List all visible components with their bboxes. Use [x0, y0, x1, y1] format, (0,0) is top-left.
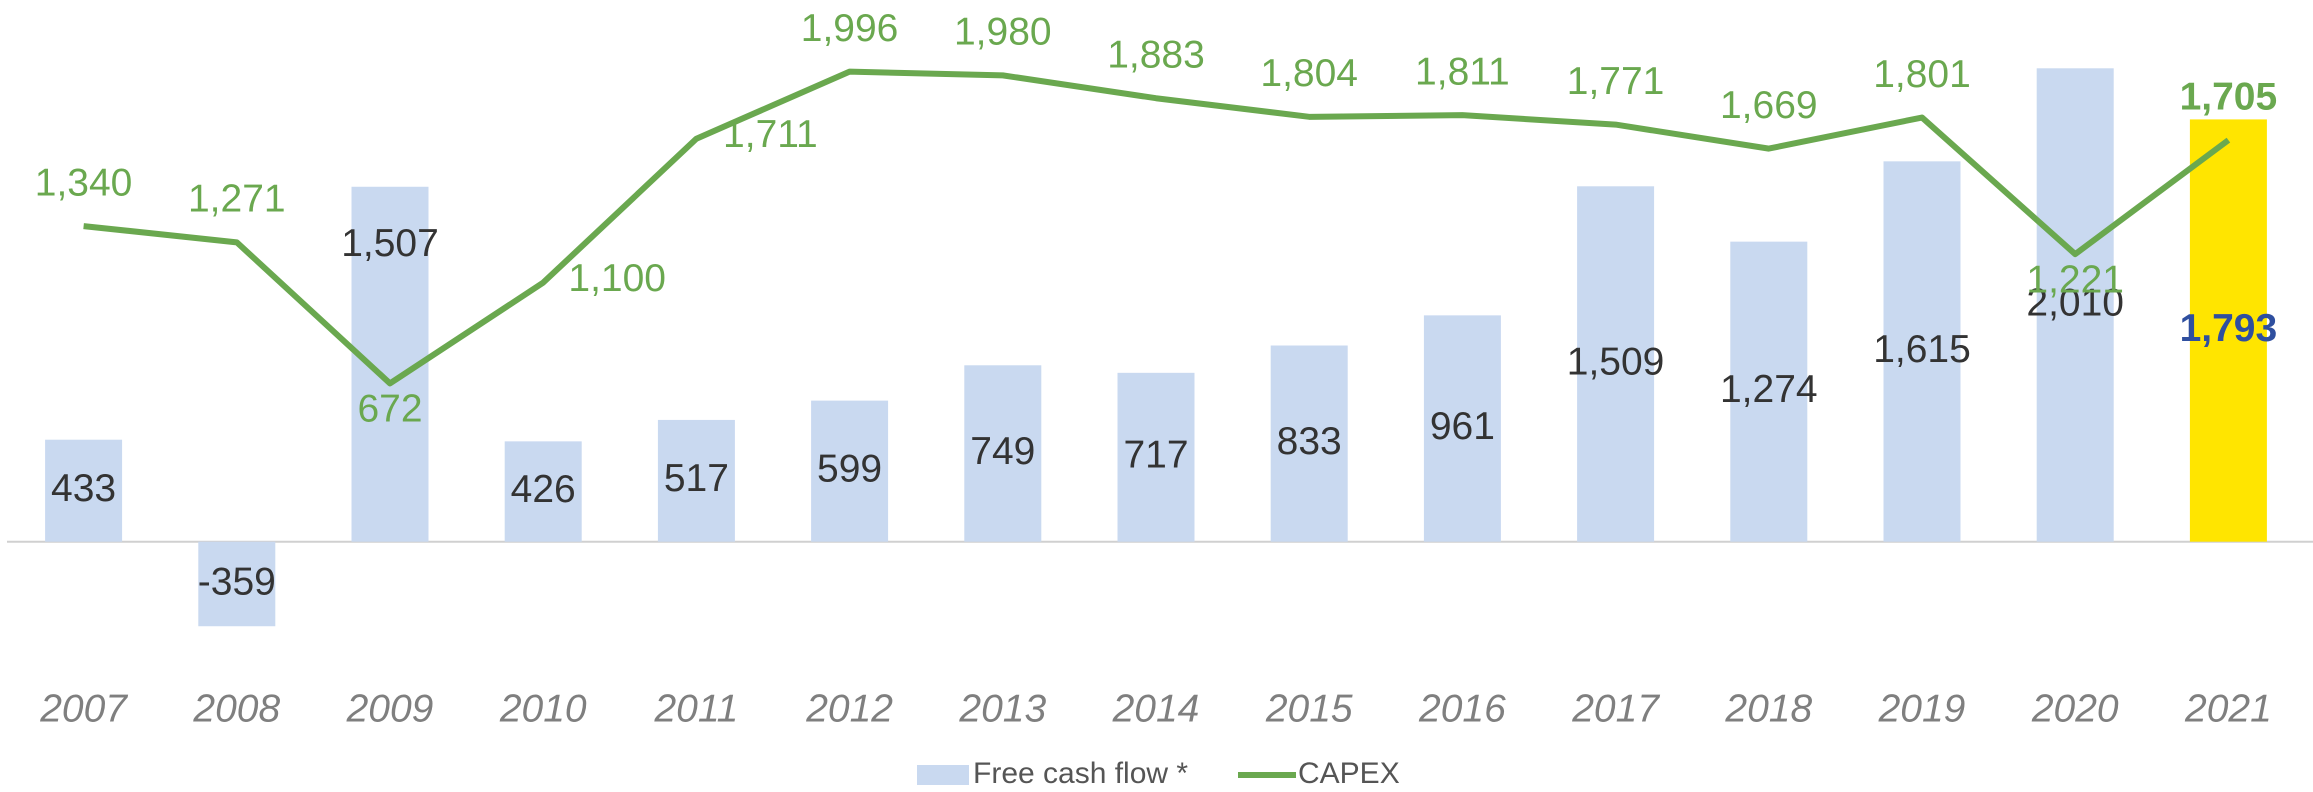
x-tick-label: 2020 — [2031, 687, 2119, 730]
bar — [1730, 241, 1808, 542]
line-value-label: 1,980 — [954, 11, 1052, 54]
line-value-label: 1,705 — [2180, 75, 2278, 118]
legend-label: CAPEX — [1298, 757, 1400, 790]
legend-swatch — [917, 765, 969, 785]
bar — [964, 365, 1042, 542]
line-value-label: 1,801 — [1873, 53, 1971, 96]
bar — [504, 441, 582, 542]
bar — [811, 400, 889, 542]
bar — [198, 541, 276, 627]
bar-value-label: 833 — [1277, 420, 1342, 463]
x-tick-label: 2008 — [192, 687, 280, 730]
bar — [1270, 345, 1348, 542]
bar — [657, 419, 735, 542]
line-value-label: 1,771 — [1567, 60, 1665, 103]
bar — [1577, 186, 1655, 542]
bar-value-label: 517 — [664, 457, 729, 500]
x-tick-label: 2011 — [653, 687, 738, 730]
bar-value-label: 1,509 — [1567, 340, 1665, 383]
x-tick-label: 2017 — [1571, 687, 1660, 730]
line-value-label: 1,669 — [1720, 84, 1818, 127]
line-value-label: 1,996 — [801, 7, 899, 50]
x-tick-label: 2016 — [1418, 687, 1506, 730]
bar-value-label: 1,615 — [1873, 328, 1971, 371]
x-tick-label: 2012 — [805, 687, 893, 730]
legend-label: Free cash flow * — [973, 757, 1188, 790]
bar — [1423, 315, 1501, 542]
line-value-label: 1,100 — [568, 257, 666, 300]
bar — [1117, 372, 1195, 542]
x-tick-label: 2019 — [1878, 687, 1966, 730]
bar — [45, 439, 123, 542]
x-tick-label: 2013 — [958, 687, 1046, 730]
bar-value-label: 1,793 — [2180, 307, 2278, 350]
line-value-label: 1,271 — [188, 178, 286, 221]
line-value-label: 1,340 — [35, 161, 133, 204]
line-value-label: 1,811 — [1415, 50, 1510, 93]
line-value-label: 1,804 — [1260, 52, 1358, 95]
bar — [2189, 119, 2267, 542]
x-tick-label: 2010 — [499, 687, 587, 730]
bar — [1883, 161, 1961, 542]
x-tick-label: 2018 — [1724, 687, 1812, 730]
bar — [2036, 68, 2114, 542]
x-tick-label: 2007 — [39, 687, 128, 730]
bar-value-label: 1,507 — [341, 222, 439, 265]
line-value-label: 1,883 — [1107, 34, 1205, 77]
bar-value-label: 599 — [817, 447, 882, 490]
bar-value-label: 2,010 — [2026, 281, 2124, 324]
bar-value-label: 426 — [511, 468, 576, 511]
line-value-label: 1,221 — [2026, 258, 2124, 301]
x-tick-label: 2021 — [2184, 687, 2272, 730]
x-tick-label: 2014 — [1112, 687, 1200, 730]
capex-line — [83, 68, 2231, 387]
bar-value-label: 1,274 — [1720, 368, 1818, 411]
line-value-label: 1,711 — [723, 113, 818, 156]
bar-value-label: 433 — [51, 467, 116, 510]
bar-value-label: -359 — [198, 560, 276, 603]
bar-value-label: 717 — [1123, 434, 1188, 477]
x-tick-label: 2009 — [346, 687, 434, 730]
bar-value-label: 749 — [970, 430, 1035, 473]
bar-value-label: 961 — [1430, 405, 1495, 448]
x-tick-label: 2015 — [1265, 687, 1353, 730]
line-value-label: 672 — [357, 388, 422, 431]
